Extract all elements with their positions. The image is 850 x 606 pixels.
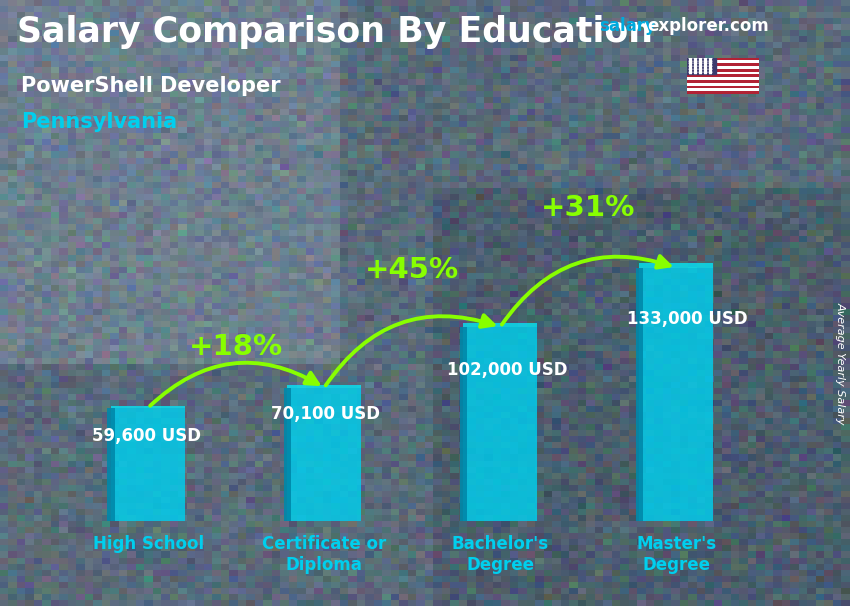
Bar [687,77,759,80]
FancyBboxPatch shape [636,268,643,521]
Text: PowerShell Developer: PowerShell Developer [21,76,280,96]
Text: 59,600 USD: 59,600 USD [92,427,201,445]
Text: 133,000 USD: 133,000 USD [627,310,748,327]
Text: Average Yearly Salary: Average Yearly Salary [836,302,846,425]
Bar [687,80,759,83]
Bar [687,91,759,94]
Bar [687,88,759,91]
Text: 102,000 USD: 102,000 USD [447,361,568,379]
Bar [111,408,185,521]
Bar [687,63,759,66]
Bar [639,268,713,521]
Bar [687,58,759,61]
Bar [687,83,759,85]
Text: salary: salary [599,17,656,35]
Bar [639,263,713,268]
Text: Salary Comparison By Education: Salary Comparison By Education [17,15,653,49]
FancyBboxPatch shape [107,408,115,521]
Text: +31%: +31% [541,195,636,222]
FancyArrowPatch shape [326,315,494,385]
Bar [287,385,361,388]
FancyBboxPatch shape [284,388,291,521]
FancyArrowPatch shape [502,256,670,325]
Text: explorer.com: explorer.com [648,17,769,35]
Bar [463,324,537,327]
Bar [687,85,759,88]
Bar [463,327,537,521]
Bar [687,75,759,77]
Bar [687,61,759,63]
Bar [687,72,759,75]
Bar [111,405,185,408]
Bar [687,66,759,68]
Text: +45%: +45% [366,256,459,284]
Text: Pennsylvania: Pennsylvania [21,112,178,132]
Bar [687,68,759,72]
Text: 70,100 USD: 70,100 USD [271,405,381,424]
FancyArrowPatch shape [150,363,318,406]
FancyBboxPatch shape [460,327,467,521]
Bar [687,58,716,75]
Text: +18%: +18% [189,333,283,361]
Bar [287,388,361,521]
